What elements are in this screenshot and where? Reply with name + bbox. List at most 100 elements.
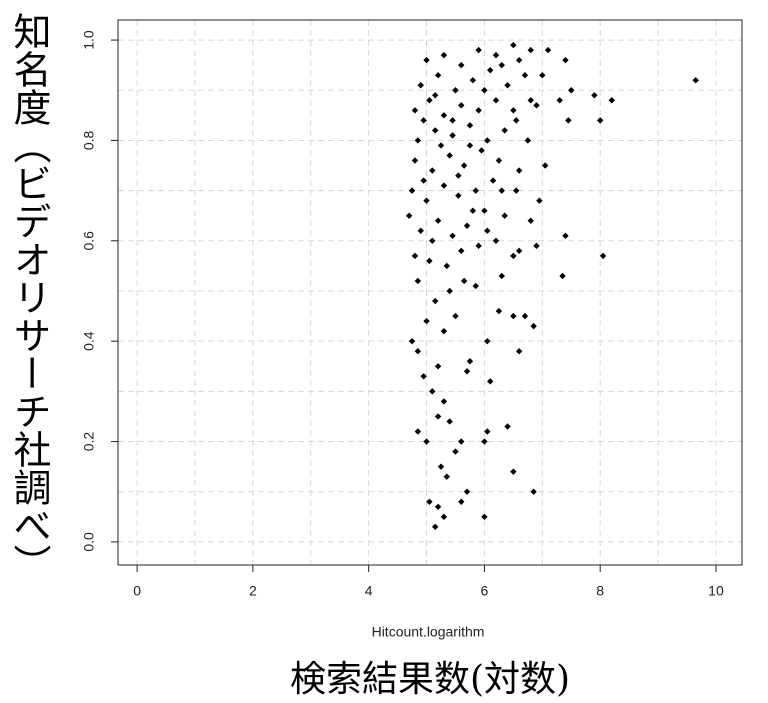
y-axis-label: 知名度（ビデオリサーチ社調べ） — [7, 12, 51, 582]
point — [411, 157, 419, 164]
y-tick-label: 0.8 — [81, 131, 97, 151]
point — [429, 388, 436, 395]
point — [414, 277, 422, 285]
point — [562, 232, 569, 239]
point — [458, 438, 465, 445]
point — [481, 87, 488, 94]
y-tick-label: 0.2 — [81, 432, 97, 452]
point — [530, 488, 537, 495]
point — [498, 272, 505, 280]
point — [446, 152, 453, 159]
point — [429, 237, 436, 245]
x-tick-label: 6 — [481, 583, 489, 599]
point — [452, 87, 459, 94]
point — [510, 312, 517, 320]
point — [423, 438, 430, 445]
point — [463, 222, 471, 229]
point — [420, 373, 427, 380]
point — [434, 363, 442, 370]
point — [521, 72, 529, 79]
point — [524, 137, 532, 144]
point — [475, 107, 482, 114]
point — [426, 257, 433, 265]
point — [463, 368, 471, 375]
point — [475, 242, 482, 250]
x-tick-label: 10 — [708, 583, 724, 599]
point — [608, 97, 615, 104]
point — [484, 137, 491, 144]
point — [440, 182, 448, 189]
point — [460, 162, 468, 169]
point — [544, 46, 552, 54]
point — [559, 272, 566, 280]
point — [472, 282, 479, 290]
point — [568, 87, 575, 94]
point — [510, 468, 517, 475]
point — [501, 212, 508, 219]
point — [414, 137, 422, 144]
point — [481, 207, 488, 214]
point — [458, 498, 465, 505]
x-tick-label: 0 — [133, 583, 141, 599]
point — [469, 77, 477, 84]
point — [434, 413, 442, 420]
point — [556, 97, 563, 104]
point — [513, 117, 520, 124]
point — [432, 297, 439, 305]
point — [484, 428, 491, 435]
point — [510, 41, 517, 49]
point — [510, 107, 517, 114]
point — [443, 473, 450, 480]
point — [440, 51, 448, 59]
point — [521, 312, 529, 320]
point — [469, 207, 477, 214]
point — [443, 262, 450, 270]
point — [533, 102, 540, 109]
point — [504, 423, 511, 430]
point — [434, 217, 442, 224]
point — [432, 127, 439, 134]
point — [463, 488, 471, 495]
point — [498, 61, 505, 69]
x-tick-label: 4 — [365, 583, 373, 599]
point — [408, 187, 416, 194]
point — [420, 117, 427, 124]
point — [692, 77, 699, 84]
point — [492, 51, 500, 59]
point — [513, 187, 520, 194]
point — [440, 398, 448, 405]
point — [423, 197, 430, 204]
point — [458, 102, 465, 109]
point — [596, 117, 604, 124]
point — [541, 162, 549, 169]
point — [515, 56, 523, 64]
point — [405, 212, 413, 219]
point — [501, 127, 508, 134]
point — [440, 112, 448, 119]
point — [429, 167, 436, 174]
point — [536, 197, 543, 204]
point — [527, 217, 534, 224]
point — [481, 513, 488, 521]
point — [417, 227, 424, 234]
point — [515, 348, 523, 355]
point — [423, 317, 430, 325]
point — [452, 312, 459, 320]
point — [504, 82, 511, 89]
point — [411, 107, 419, 114]
point — [481, 438, 488, 445]
point — [487, 378, 494, 385]
point — [562, 56, 569, 64]
point — [455, 192, 462, 199]
point — [466, 358, 474, 365]
point — [495, 157, 503, 164]
point — [591, 92, 598, 99]
point — [492, 97, 500, 104]
point — [417, 82, 424, 89]
point — [434, 503, 442, 510]
point — [414, 348, 422, 355]
x-axis-label: Hitcount.logarithm — [372, 624, 485, 640]
point — [599, 252, 607, 260]
point — [440, 513, 448, 521]
point — [510, 252, 517, 260]
